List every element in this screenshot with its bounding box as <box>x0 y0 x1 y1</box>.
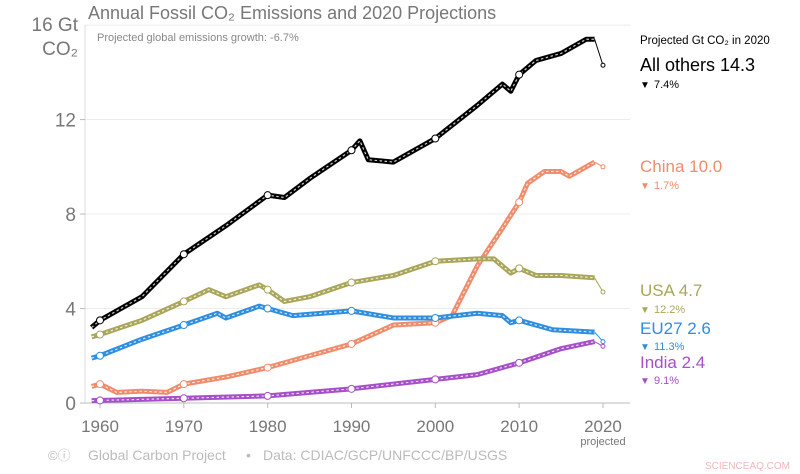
y-tick-label: 0 <box>65 394 76 415</box>
decade-point <box>179 380 188 389</box>
decade-point <box>263 391 272 400</box>
down-triangle-icon: ▼ <box>640 181 650 192</box>
projection-line <box>594 277 604 293</box>
series-all-others <box>90 36 606 330</box>
x-tick-label: 1980 <box>249 417 287 436</box>
series-line-dash <box>91 161 595 393</box>
decade-point <box>96 351 104 360</box>
projection-point <box>600 62 606 68</box>
legend-label-india: India 2.4 <box>640 353 705 372</box>
y-axis-label-line2: CO₂ <box>42 39 78 60</box>
decade-point <box>179 297 188 306</box>
decade-point <box>431 257 440 266</box>
decade-point <box>515 264 524 273</box>
projection-point <box>600 289 606 295</box>
decade-point <box>263 191 272 200</box>
decade-point <box>515 198 524 207</box>
decade-point <box>515 70 524 79</box>
decade-point <box>515 358 524 367</box>
x-tick-label: 2000 <box>416 417 454 436</box>
decade-point <box>347 339 356 348</box>
x-tick-label: 2020 <box>584 417 622 436</box>
legend-label-usa: USA 4.7 <box>640 281 702 300</box>
down-triangle-icon: ▼ <box>640 80 650 91</box>
footer-credit-icons: ©ⓘ <box>48 448 71 463</box>
decade-point <box>179 250 188 259</box>
decade-point <box>431 134 440 143</box>
decade-point <box>179 321 188 330</box>
x-tick-label: 1990 <box>333 417 371 436</box>
chart-subtitle: Projected global emissions growth: -6.7% <box>97 32 299 44</box>
x-tick-label: 1970 <box>165 417 203 436</box>
legend-change-india: 9.1% <box>654 375 679 387</box>
decade-point <box>347 278 356 287</box>
down-triangle-icon: ▼ <box>640 376 650 387</box>
decade-point <box>96 380 104 389</box>
decade-point <box>263 285 272 294</box>
down-triangle-icon: ▼ <box>640 342 650 353</box>
legend-change-all-others: 7.4% <box>654 79 679 91</box>
series-eu27 <box>90 303 606 361</box>
legend-label-eu27: EU27 2.6 <box>640 319 711 338</box>
decade-point <box>347 384 356 393</box>
legend-change-usa: 12.2% <box>654 304 685 316</box>
series-line <box>90 159 596 395</box>
series-line-dash <box>91 305 595 359</box>
x-tick-label: 2010 <box>500 417 538 436</box>
projection-point <box>600 339 606 345</box>
decade-point <box>179 394 188 403</box>
series-usa <box>90 256 606 340</box>
x-tick-label: 1960 <box>81 417 119 436</box>
projection-point <box>600 343 606 349</box>
down-triangle-icon: ▼ <box>640 305 650 316</box>
decade-point <box>96 316 104 325</box>
decade-point <box>96 396 104 405</box>
y-tick-label: 4 <box>65 300 76 321</box>
legend-header: Projected Gt CO₂ in 2020 <box>640 35 770 47</box>
legend-label-all-others: All others 14.3 <box>640 55 755 75</box>
decade-point <box>263 304 272 313</box>
decade-point <box>263 363 272 372</box>
projection-line <box>594 39 604 66</box>
series-line-dash <box>91 38 595 328</box>
series-india <box>91 339 606 405</box>
footer-credit: Global Carbon Project <box>88 447 226 463</box>
series-line-dash <box>91 341 595 402</box>
legend-change-china: 1.7% <box>654 180 679 192</box>
footer-separator: • <box>246 447 251 463</box>
footer-source: Data: CDIAC/GCP/UNFCCC/BP/USGS <box>263 447 507 463</box>
projection-point <box>600 164 606 170</box>
decade-point <box>431 313 440 322</box>
y-axis-label-line1: 16 Gt <box>32 15 79 36</box>
legend-label-china: China 10.0 <box>640 157 722 176</box>
decade-point <box>347 146 356 155</box>
y-tick-label: 8 <box>65 205 76 226</box>
series-china <box>90 159 606 395</box>
chart-title: Annual Fossil CO₂ Emissions and 2020 Pro… <box>88 3 496 23</box>
decade-point <box>347 306 356 315</box>
decade-point <box>96 330 104 339</box>
decade-point <box>515 316 524 325</box>
x-tick-note: projected <box>580 436 625 448</box>
series-line <box>90 303 595 361</box>
legend-change-eu27: 11.3% <box>654 341 685 353</box>
decade-point <box>431 375 440 384</box>
watermark: SCIENCEAQ.COM <box>705 461 790 472</box>
y-tick-label: 12 <box>55 111 76 132</box>
